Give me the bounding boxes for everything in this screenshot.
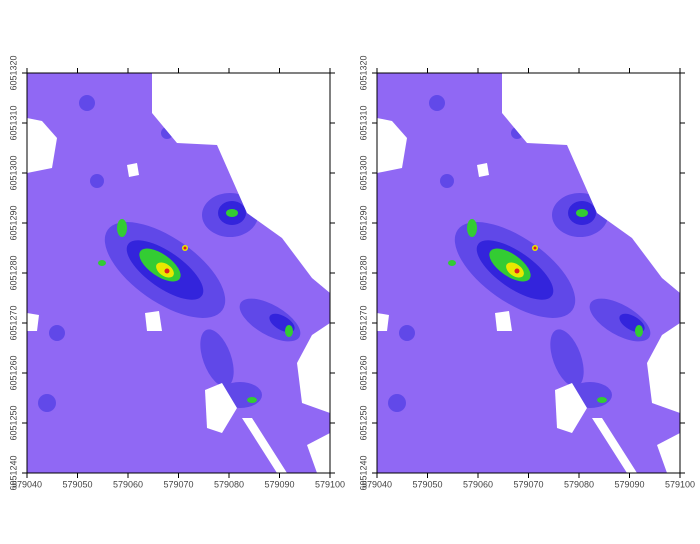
y-tick-label: 6051300 [358, 155, 368, 190]
x-tick-label: 579050 [412, 479, 442, 489]
x-tick-label: 579090 [264, 479, 294, 489]
x-tick-label: 579080 [564, 479, 594, 489]
y-tick-label: 6051290 [8, 205, 18, 240]
map-raster-right [377, 73, 680, 473]
y-tick-label: 6051310 [8, 105, 18, 140]
y-tick-label: 6051280 [8, 255, 18, 290]
y-tick-label: 6051310 [358, 105, 368, 140]
y-tick-label: 6051250 [8, 405, 18, 440]
x-tick-label: 579070 [163, 479, 193, 489]
x-tick-label: 579060 [113, 479, 143, 489]
x-tick-label: 579100 [665, 479, 695, 489]
y-tick-label: 6051320 [8, 55, 18, 90]
y-tick-label: 6051260 [8, 355, 18, 390]
x-tick-label: 579050 [62, 479, 92, 489]
x-tick-label: 579090 [614, 479, 644, 489]
y-tick-label: 6051250 [358, 405, 368, 440]
x-tick-label: 579070 [513, 479, 543, 489]
y-tick-label: 6051290 [358, 205, 368, 240]
y-tick-label: 6051280 [358, 255, 368, 290]
y-tick-label: 6051240 [8, 455, 18, 490]
x-tick-label: 579100 [315, 479, 345, 489]
x-tick-label: 579060 [463, 479, 493, 489]
x-tick-label: 579040 [12, 479, 42, 489]
y-tick-label: 6051240 [358, 455, 368, 490]
map-raster-left [27, 73, 330, 473]
x-tick-label: 579040 [362, 479, 392, 489]
x-tick-label: 579080 [214, 479, 244, 489]
y-tick-label: 6051270 [8, 305, 18, 340]
y-tick-label: 6051320 [358, 55, 368, 90]
y-tick-label: 6051270 [358, 305, 368, 340]
y-tick-label: 6051300 [8, 155, 18, 190]
y-tick-label: 6051260 [358, 355, 368, 390]
